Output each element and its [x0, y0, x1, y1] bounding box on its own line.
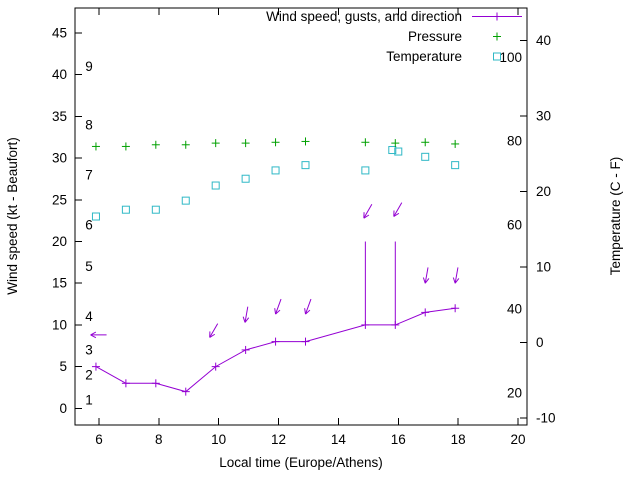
y-right-inner-label-fahrenheit: 40 — [507, 302, 522, 317]
wind-speed-line — [95, 307, 456, 393]
y-right-tick-label-celsius: 40 — [536, 33, 551, 48]
wind-direction-arrow — [242, 306, 250, 323]
y-left-tick-label: 15 — [52, 276, 67, 291]
wind-direction-arrow — [274, 298, 282, 315]
y-left-tick-label: 40 — [52, 67, 67, 82]
temperature-point-marker — [301, 161, 310, 170]
beaufort-scale-label: 7 — [85, 167, 93, 182]
y-left-tick-label: 25 — [52, 192, 67, 207]
y-right-inner-label-fahrenheit: 60 — [507, 218, 522, 233]
y-right-tick-label-celsius: 20 — [536, 184, 551, 199]
x-axis: 6 8 10 12 14 16 18 20 — [95, 8, 526, 447]
beaufort-scale-label: 9 — [85, 59, 93, 74]
x-tick-label: 8 — [155, 432, 163, 447]
y-left-tick-label: 35 — [52, 109, 67, 124]
temperature-point-marker — [121, 205, 130, 214]
y-left-tick-label: 20 — [52, 234, 67, 249]
wind-direction-arrow — [90, 331, 107, 339]
y-right-tick-label-celsius: -10 — [536, 411, 556, 426]
y-right-inner-label-fahrenheit: 100 — [499, 50, 522, 65]
beaufort-scale-label: 2 — [85, 367, 93, 382]
x-tick-label: 18 — [451, 432, 466, 447]
temperature-point-marker — [181, 196, 190, 205]
y-left-axis-title: Wind speed (kt - Beaufort) — [5, 137, 20, 295]
wind-series — [90, 202, 460, 396]
wind-direction-arrow — [209, 323, 219, 338]
temperature-point-marker — [91, 212, 100, 221]
legend-label-wind: Wind speed, gusts, and direction — [266, 9, 462, 24]
temperature-point-marker — [394, 147, 403, 156]
y-right-tick-label-celsius: 0 — [536, 335, 544, 350]
wind-direction-arrow — [304, 298, 312, 315]
legend-label-temperature: Temperature — [386, 49, 462, 64]
x-tick-label: 12 — [271, 432, 286, 447]
wind-direction-arrow — [363, 204, 373, 219]
wind-direction-arrow — [452, 267, 460, 284]
y-right-inner-label-fahrenheit: 80 — [507, 134, 522, 149]
beaufort-scale-label: 6 — [85, 217, 93, 232]
temperature-point-marker — [271, 166, 280, 175]
beaufort-scale-label: 3 — [85, 342, 93, 357]
temperature-point-marker — [211, 181, 220, 190]
y-right-tick-label-celsius: 10 — [536, 260, 551, 275]
x-tick-label: 14 — [331, 432, 347, 447]
chart-generated-content: 6 8 10 12 14 16 18 2005101520253035404512345678… — [52, 7, 556, 447]
y-left-tick-label: 10 — [52, 317, 67, 332]
y-left-tick-label: 45 — [52, 26, 67, 41]
y-left-tick-label: 30 — [52, 151, 67, 166]
beaufort-scale-label: 4 — [85, 309, 93, 324]
temperature-point-marker — [241, 174, 250, 183]
y-left-tick-label: 5 — [59, 359, 67, 374]
y-left-tick-label: 0 — [59, 401, 67, 416]
legend-square-sample — [493, 52, 501, 61]
x-tick-label: 20 — [511, 432, 526, 447]
temperature-point-marker — [361, 166, 370, 175]
legend: Wind speed, gusts, and direction Pressure… — [266, 9, 522, 64]
y-right-inner-label-fahrenheit: 20 — [507, 386, 522, 401]
temperature-point-marker — [151, 205, 160, 214]
temperature-series — [91, 146, 460, 221]
legend-label-pressure: Pressure — [408, 29, 462, 44]
temperature-point-marker — [451, 161, 460, 170]
y-right-tick-label-celsius: 30 — [536, 109, 551, 124]
x-tick-label: 6 — [95, 432, 103, 447]
plot-border — [74, 7, 528, 426]
temperature-point-marker — [421, 152, 430, 161]
y-axis-right: -10 0 10 20 30 40 20 40 60 80 100 — [499, 33, 555, 426]
pressure-series — [91, 137, 460, 151]
x-tick-label: 10 — [211, 432, 226, 447]
beaufort-scale-label: 8 — [85, 117, 93, 132]
x-tick-label: 16 — [391, 432, 406, 447]
beaufort-scale-label: 1 — [85, 392, 93, 407]
temperature-point-marker — [388, 146, 397, 155]
beaufort-scale-label: 5 — [85, 259, 93, 274]
wind-direction-arrow — [422, 267, 430, 284]
x-axis-title: Local time (Europe/Athens) — [219, 455, 383, 470]
wind-direction-arrow — [393, 202, 403, 217]
y-right-axis-title: Temperature (C - F) — [608, 157, 623, 276]
